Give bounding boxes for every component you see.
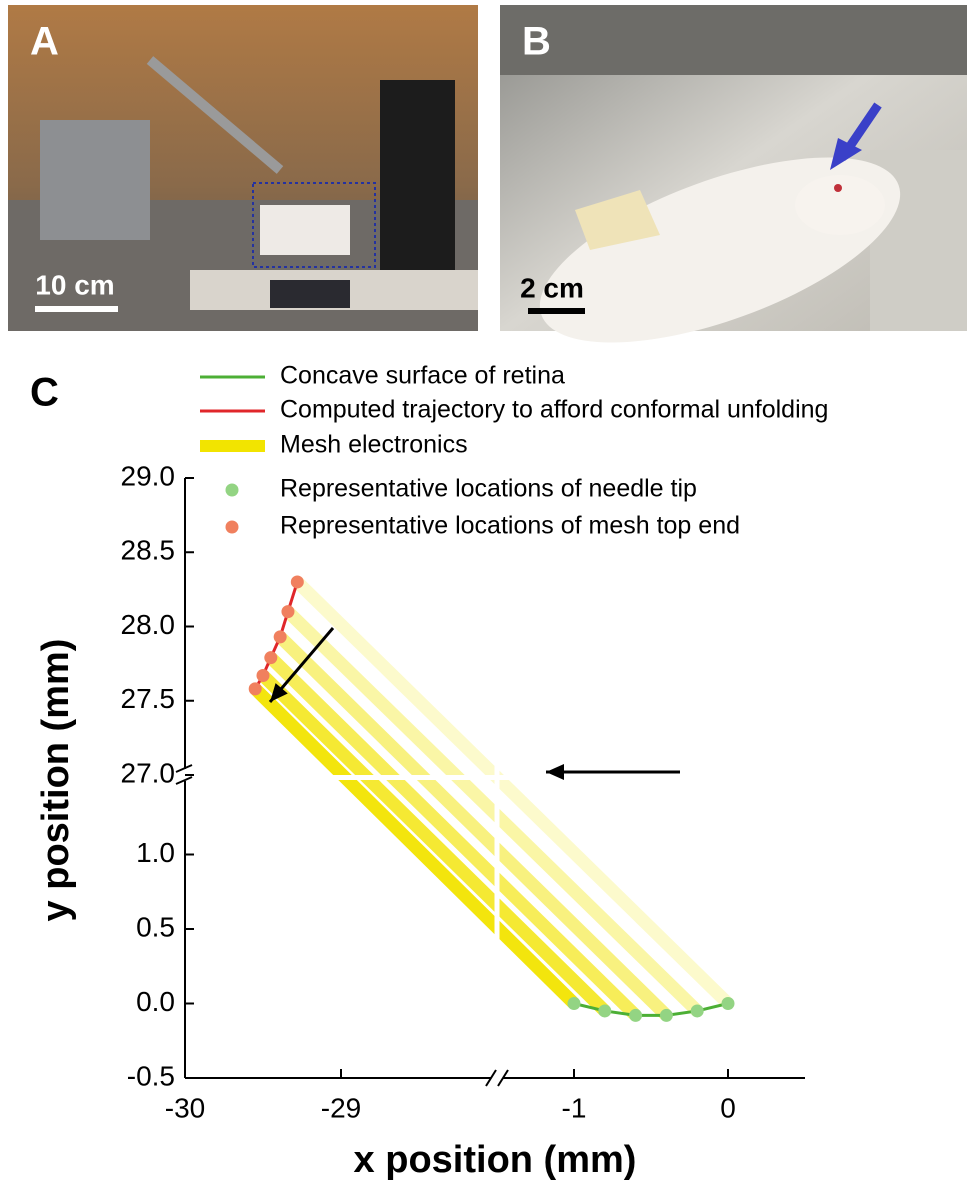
figure: A 10 cm B 2 cm C -0.5 0.0 0.5 1.0 27.0 27.5 28… [0,0,967,1189]
scale-bar-label: 2 cm [520,272,584,303]
y-tick-label: 27.5 [121,683,176,714]
axis-break-gap [491,1070,503,1086]
x-tick-label: 0 [720,1092,736,1123]
data-point [691,1004,704,1017]
data-point [264,651,277,664]
data-point [257,669,270,682]
x-tick-label: -1 [562,1092,587,1123]
panel-label: C [30,371,59,415]
photo-b [500,5,967,381]
mesh-band [271,658,636,1016]
legend-swatch [226,521,239,534]
y-tick-label: 27.0 [121,757,176,788]
data-point [274,630,287,643]
y-axis-label: y position (mm) [35,639,77,922]
y-tick-label: 28.0 [121,609,176,640]
legend-label: Computed trajectory to afford conformal … [280,396,828,424]
legend-swatch [226,484,239,497]
legend-label: Representative locations of mesh top end [280,512,740,540]
legend-label: Concave surface of retina [280,362,565,390]
plot: -0.5 0.0 0.5 1.0 27.0 27.5 28.0 28.5 29.0 -30 -29 -… [35,362,828,1181]
y-tick-label: 0.5 [136,911,175,942]
data-point [722,997,735,1010]
data-point [568,997,581,1010]
legend-label: Mesh electronics [280,431,468,459]
data-point [249,682,262,695]
y-tick-label: -0.5 [127,1060,175,1091]
data-point [281,605,294,618]
scale-bar-label: 10 cm [35,269,114,300]
data-point [291,575,304,588]
data-point [598,1004,611,1017]
mesh-band [263,676,605,1011]
panel-label: B [522,20,551,64]
legend-label: Representative locations of needle tip [280,475,697,503]
x-tick-label: -29 [321,1092,361,1123]
x-axis-label: x position (mm) [354,1139,637,1181]
x-tick-label: -30 [165,1092,205,1123]
y-tick-label: 0.0 [136,986,175,1017]
y-tick-label: 28.5 [121,535,176,566]
data-point [660,1009,673,1022]
data-point [629,1009,642,1022]
mesh-band [280,637,666,1016]
mesh-band [288,612,697,1011]
y-tick-label: 29.0 [121,460,176,491]
panel-label: A [30,20,59,64]
y-tick-label: 1.0 [136,837,175,868]
